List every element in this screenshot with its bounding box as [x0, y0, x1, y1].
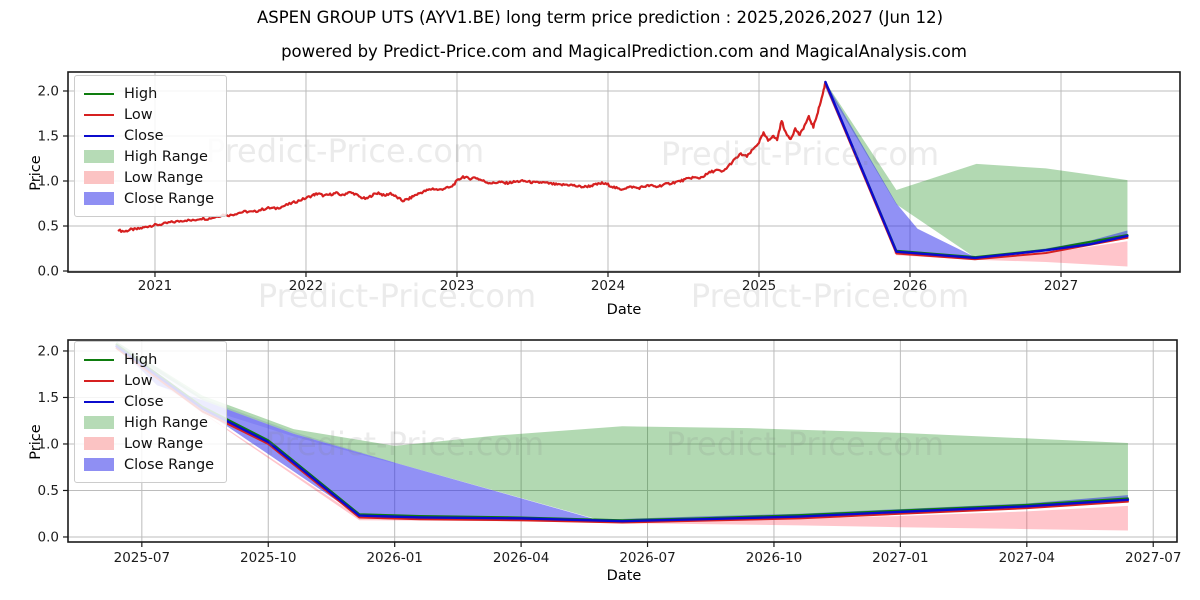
x-tick-label: 2027	[1044, 278, 1078, 294]
plot-canvas: 2025-07 2025-10 2026-01 2026-04 2026-07 2026-…	[38, 339, 1181, 566]
legend-swatch	[84, 113, 114, 116]
y-tick-label: 0.5	[38, 483, 59, 499]
x-tick-label: 2027-07	[1125, 550, 1181, 566]
y-tick-label: 2.0	[38, 83, 59, 99]
plot-canvas: 2021 2022 2023 2024 2025 2026 2027 0.0 0.5 1.0 1.5…	[38, 71, 1181, 294]
x-tick-label: 2025	[742, 278, 776, 294]
x-tick-label: 2026-04	[493, 550, 549, 566]
x-axis-label: Date	[606, 302, 642, 318]
legend-item: High	[84, 349, 214, 370]
overview-chart: Price 2021 2022 2023 2024 2025 2026 2027 0.0 0.5…	[0, 62, 1200, 322]
y-tick-label: 0.5	[38, 219, 59, 235]
x-tick-label: 2026-01	[366, 550, 422, 566]
legend-label: High	[124, 351, 158, 368]
x-tick-label: 2023	[440, 278, 474, 294]
legend-swatch	[84, 92, 114, 95]
legend-item: Low Range	[84, 167, 214, 188]
x-tick-label: 2025-07	[114, 550, 170, 566]
chart-subtitle: powered by Predict-Price.com and Magical…	[281, 42, 967, 61]
legend-label: Low	[124, 372, 153, 389]
close-prediction-line	[115, 345, 1130, 523]
forecast-detail-chart: Price 2025-07 2025-10 2026-01 2026-04 2026-0…	[0, 322, 1200, 600]
legend-item: Low	[84, 370, 214, 391]
low-range-area	[116, 350, 1128, 531]
legend-swatch	[84, 416, 114, 429]
legend-label: Low Range	[124, 169, 204, 186]
legend-label: High Range	[124, 414, 208, 431]
legend-item: Close Range	[84, 454, 214, 475]
legend-item: High	[84, 83, 214, 104]
high-range-area	[825, 81, 1128, 258]
plot-border	[67, 339, 1178, 543]
legend-item: Close	[84, 391, 214, 412]
legend-swatch	[84, 379, 114, 382]
legend-swatch	[84, 192, 114, 205]
legend-label: High Range	[124, 148, 208, 165]
y-tick-label: 1.5	[38, 128, 59, 144]
legend-label: Close Range	[124, 190, 215, 207]
legend-label: Low Range	[124, 435, 204, 452]
x-axis-label: Date	[606, 568, 642, 584]
x-tick-label: 2022	[289, 278, 323, 294]
legend-item: Close Range	[84, 188, 214, 209]
legend: High Low Close High Range Low Range Close Ran…	[74, 75, 228, 217]
x-tick-label: 2024	[591, 278, 625, 294]
legend-item: Low	[84, 104, 214, 125]
y-tick-label: 2.0	[38, 343, 59, 359]
legend-label: Close	[124, 127, 164, 144]
x-tick-label: 2026	[893, 278, 927, 294]
low-history-line	[117, 80, 827, 234]
close-prediction-line	[824, 80, 1129, 260]
legend-swatch	[84, 358, 114, 361]
y-tick-label: 1.0	[38, 436, 59, 452]
legend-item: Low Range	[84, 433, 214, 454]
legend-item: Close	[84, 125, 214, 146]
x-tick-label: 2027-04	[999, 550, 1055, 566]
plot-border	[67, 71, 1181, 273]
legend-label: High	[124, 85, 158, 102]
legend: High Low Close High Range Low Range Close Ran…	[74, 341, 228, 483]
legend-item: High Range	[84, 412, 214, 433]
x-tick-label: 2027-01	[872, 550, 928, 566]
y-tick-label: 1.0	[38, 174, 59, 190]
high-range-area	[116, 341, 1128, 520]
y-tick-label: 1.5	[38, 390, 59, 406]
x-tick-label: 2021	[138, 278, 172, 294]
y-tick-label: 0.0	[38, 529, 59, 545]
legend-swatch	[84, 437, 114, 450]
close-range-area	[116, 345, 1128, 522]
legend-label: Close Range	[124, 456, 215, 473]
y-tick-label: 0.0	[38, 264, 59, 280]
x-tick-label: 2025-10	[240, 550, 296, 566]
legend-label: Low	[124, 106, 153, 123]
legend-label: Close	[124, 393, 164, 410]
legend-swatch	[84, 458, 114, 471]
x-tick-label: 2026-07	[619, 550, 675, 566]
x-tick-label: 2026-10	[746, 550, 802, 566]
legend-swatch	[84, 134, 114, 137]
legend-swatch	[84, 171, 114, 184]
legend-swatch	[84, 150, 114, 163]
close-range-area	[825, 81, 1128, 259]
low-range-area	[893, 241, 1128, 267]
legend-item: High Range	[84, 146, 214, 167]
low-prediction-line	[115, 347, 1129, 524]
chart-title: ASPEN GROUP UTS (AYV1.BE) long term pric…	[256, 8, 944, 27]
legend-swatch	[84, 400, 114, 403]
